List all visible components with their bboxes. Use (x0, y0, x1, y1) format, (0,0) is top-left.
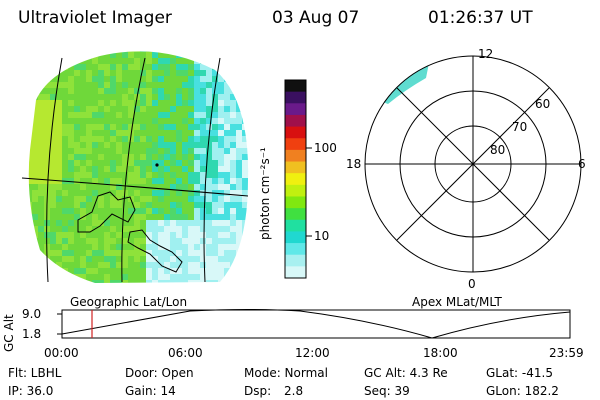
colorbar-block (285, 103, 306, 116)
colorbar-block (285, 161, 306, 174)
polar-plot-caption: Apex MLat/MLT (412, 295, 502, 309)
geo-grid (21, 57, 249, 283)
mlt-label-0: 0 (468, 277, 476, 291)
time-tick-0600: 06:00 (168, 346, 203, 360)
mlt-label-6: 6 (578, 157, 586, 171)
gain-status: Gain: 14 (125, 384, 176, 398)
mlt-label-12: 12 (478, 47, 494, 61)
instrument-title: Ultraviolet Imager (18, 8, 172, 28)
colorbar-block (285, 231, 306, 244)
filter-status: Flt: LBHL (8, 366, 62, 380)
time-tick-1800: 18:00 (423, 346, 458, 360)
colorbar-scale (285, 80, 306, 279)
coastline-outline (77, 191, 183, 273)
colorbar-block (285, 266, 306, 279)
colorbar-block (285, 126, 306, 139)
mlat-label-60: 60 (535, 97, 551, 111)
altitude-axis-label: GC Alt (2, 314, 16, 352)
colorbar-tick-100: 100 (314, 141, 337, 155)
colorbar-block (285, 114, 306, 128)
time-tick-2359: 23:59 (549, 346, 584, 360)
ip-status: IP: 36.0 (8, 384, 54, 398)
subsatellite-point (155, 163, 159, 167)
geo-auroral-image (28, 51, 249, 284)
door-status: Door: Open (125, 366, 194, 380)
seq-status: Seq: 39 (364, 384, 410, 398)
mode-status: Mode: Normal (244, 366, 328, 380)
polar-grid (364, 55, 582, 273)
colorbar-tick-10: 10 (314, 229, 330, 243)
colorbar-block (285, 254, 306, 267)
colorbar-block (285, 196, 306, 209)
colorbar-block (285, 184, 306, 197)
dsp-value: 2.8 (284, 384, 304, 398)
date-label: 03 Aug 07 (272, 8, 360, 28)
geo-map-caption: Geographic Lat/Lon (70, 295, 188, 309)
colorbar-block (285, 243, 306, 256)
altitude-ytick-1-8: 1.8 (22, 327, 42, 341)
colorbar-block (285, 149, 306, 163)
time-tick-1200: 12:00 (295, 346, 330, 360)
mlat-label-80: 80 (490, 143, 506, 157)
mlat-label-70: 70 (512, 120, 528, 134)
colorbar-block (285, 219, 306, 232)
colorbar-block (285, 208, 306, 221)
colorbar-block (285, 80, 306, 93)
colorbar-block (285, 91, 306, 104)
mlt-label-18: 18 (346, 157, 362, 171)
glat-status: GLat: -41.5 (486, 366, 553, 380)
time-label: 01:26:37 UT (428, 8, 533, 28)
glon-status: GLon: 182.2 (486, 384, 559, 398)
dsp-label: Dsp: (244, 384, 272, 398)
gc-alt-status: GC Alt: 4.3 Re (364, 366, 448, 380)
altitude-ticks (57, 313, 62, 335)
time-tick-0000: 00:00 (44, 346, 79, 360)
colorbar-block (285, 173, 306, 186)
altitude-curve (61, 309, 571, 339)
colorbar-block (285, 138, 306, 151)
altitude-ytick-9: 9.0 (22, 307, 42, 321)
